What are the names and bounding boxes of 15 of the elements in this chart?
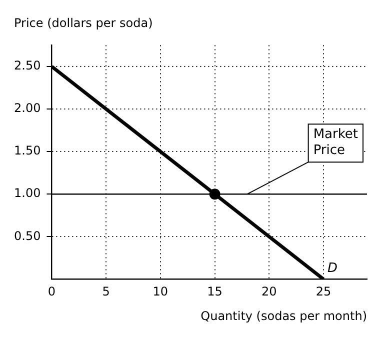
x-tick-label: 0 — [48, 284, 56, 299]
series-label: D — [328, 261, 338, 276]
x-tick-label: 25 — [316, 284, 332, 299]
y-tick-label: 0.50 — [14, 228, 41, 243]
x-axis-title: Quantity (sodas per month) — [200, 308, 367, 323]
x-tick-label: 5 — [102, 284, 110, 299]
y-tick-label: 2.00 — [14, 101, 41, 116]
y-axis-title: Price (dollars per soda) — [13, 15, 154, 32]
x-tick-label: 10 — [152, 284, 168, 299]
y-tick-label: 1.00 — [14, 186, 41, 200]
x-tick-label: 20 — [262, 284, 277, 299]
ref-line-label: Market Price — [313, 126, 358, 158]
y-tick-label: 1.50 — [14, 144, 41, 158]
x-tick-label: 15 — [207, 284, 222, 299]
y-tick-label: 2.50 — [14, 58, 41, 73]
